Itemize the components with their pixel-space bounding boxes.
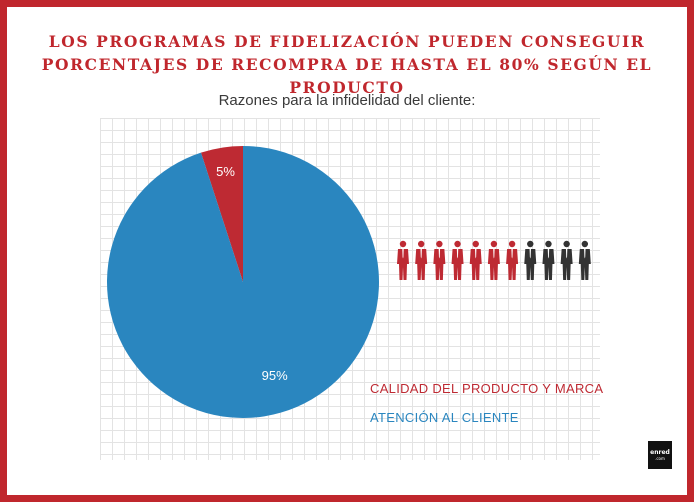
pie-slice-0 — [200, 146, 243, 282]
legend-item-calidad: CALIDAD DEL PRODUCTO Y MARCA — [370, 381, 604, 396]
legend-item-atencion: ATENCIÓN AL CLIENTE — [370, 410, 519, 425]
logo-text: enred — [650, 449, 670, 456]
chart-title: Razones para la infidelidad del cliente: — [218, 92, 476, 109]
person-icon — [451, 240, 464, 280]
person-icon — [433, 240, 446, 280]
person-icon — [487, 240, 500, 280]
headline: LOS PROGRAMAS DE FIDELIZACIÓN PUEDEN CON… — [0, 30, 694, 99]
pie-slice-1 — [107, 146, 379, 419]
person-icon — [524, 240, 537, 280]
person-icon — [560, 240, 573, 280]
headline-line-2: PORCENTAJES DE RECOMPRA DE HASTA EL 80% … — [41, 55, 653, 97]
logo-suffix: .com — [655, 456, 665, 461]
person-icon — [542, 240, 555, 280]
person-icon — [415, 240, 428, 280]
person-icon — [469, 240, 482, 280]
pie-label-0: 5% — [216, 164, 235, 179]
person-icon — [506, 240, 519, 280]
brand-logo: enred .com — [648, 441, 672, 469]
headline-line-1: LOS PROGRAMAS DE FIDELIZACIÓN PUEDEN CON… — [48, 32, 646, 51]
pie-label-1: 95% — [262, 368, 288, 383]
person-icon — [578, 240, 591, 280]
person-icon — [397, 240, 409, 280]
people-icon-row — [397, 240, 591, 280]
